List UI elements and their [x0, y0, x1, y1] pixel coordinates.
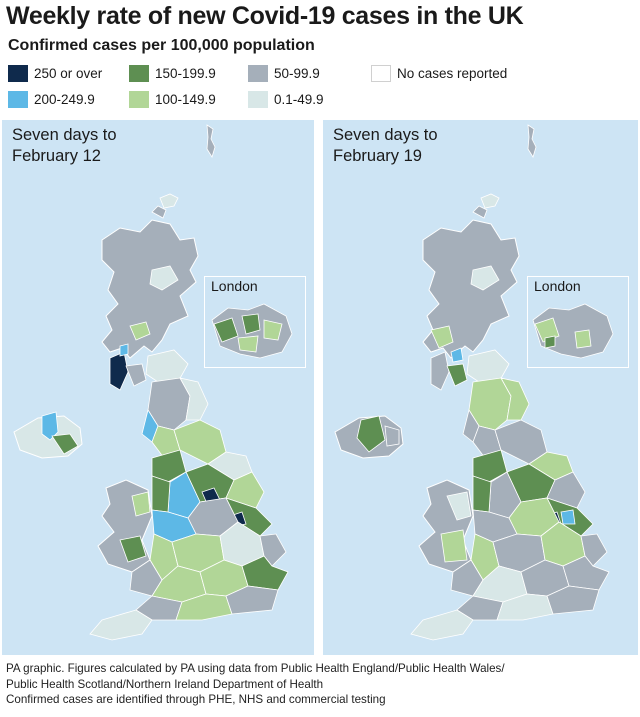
footer-credits: PA graphic. Figures calculated by PA usi…	[6, 661, 505, 708]
legend-item-100-149: 100-149.9	[129, 91, 216, 108]
legend-label: 50-99.9	[274, 66, 320, 81]
map-panel-feb19: Seven days to February 19 London	[323, 120, 638, 655]
panel-title: Seven days to February 19	[333, 125, 503, 167]
legend-label: 150-199.9	[155, 66, 216, 81]
legend-swatch	[129, 65, 149, 82]
panel-title-line1: Seven days to	[333, 126, 438, 144]
legend-item-250-over: 250 or over	[8, 65, 102, 82]
chart-subtitle: Confirmed cases per 100,000 population	[8, 37, 315, 54]
footer-line: Confirmed cases are identified through P…	[6, 693, 386, 706]
uk-map-feb12	[13, 124, 293, 641]
legend-swatch	[8, 91, 28, 108]
footer-line: Public Health Scotland/Northern Ireland …	[6, 677, 324, 691]
london-inset-label: London	[211, 278, 258, 294]
panel-title: Seven days to February 12	[12, 125, 182, 167]
legend-label: 100-149.9	[155, 92, 216, 107]
map-panel-feb12: Seven days to February 12 London	[2, 120, 314, 655]
footer-line: PA graphic. Figures calculated by PA usi…	[6, 662, 505, 675]
legend-item-150-199: 150-199.9	[129, 65, 216, 82]
legend-item-200-249: 200-249.9	[8, 91, 95, 108]
legend-swatch	[8, 65, 28, 82]
legend-label: 250 or over	[34, 66, 103, 81]
panel-title-line1: Seven days to	[12, 126, 117, 144]
panel-title-line2: February 12	[12, 147, 101, 165]
london-inset: London	[204, 276, 306, 368]
legend-swatch	[248, 65, 268, 82]
legend-label: No cases reported	[397, 66, 508, 81]
legend-swatch	[371, 65, 391, 82]
legend-item-50-99: 50-99.9	[248, 65, 320, 82]
london-inset: London	[527, 276, 629, 368]
legend-swatch	[248, 91, 268, 108]
chart-title: Weekly rate of new Covid-19 cases in the…	[6, 2, 524, 30]
legend-swatch	[129, 91, 149, 108]
legend-label: 0.1-49.9	[274, 92, 324, 107]
legend-item-0-49: 0.1-49.9	[248, 91, 324, 108]
uk-map-feb19	[334, 124, 614, 641]
panel-title-line2: February 19	[333, 147, 422, 165]
legend-item-no-cases: No cases reported	[371, 65, 507, 82]
london-inset-label: London	[534, 278, 581, 294]
legend-label: 200-249.9	[34, 92, 95, 107]
